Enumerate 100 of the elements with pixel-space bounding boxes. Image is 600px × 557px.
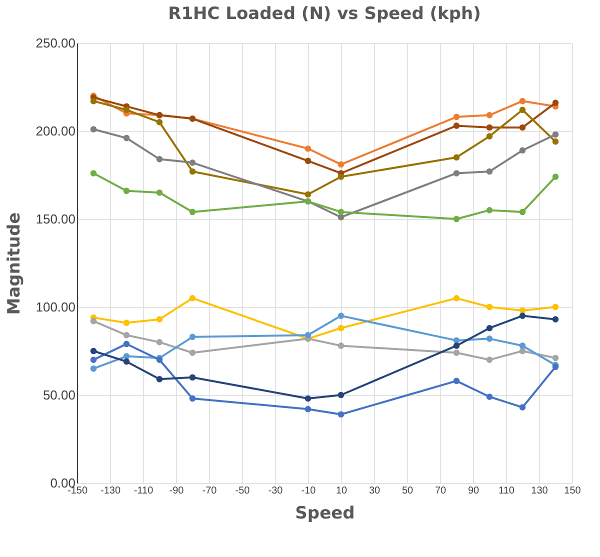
point (552, 131, 559, 138)
point (123, 320, 130, 326)
point (519, 342, 526, 349)
point (338, 174, 344, 180)
point (90, 98, 97, 104)
point (453, 170, 460, 176)
point (519, 312, 526, 319)
point (453, 216, 460, 222)
point (338, 161, 344, 168)
point (453, 154, 460, 161)
x-tick-label: -70 (202, 486, 218, 496)
point (189, 295, 196, 302)
point (552, 316, 559, 322)
point (338, 411, 344, 418)
point (189, 160, 196, 166)
point (304, 191, 312, 198)
point (189, 208, 196, 216)
point (552, 354, 559, 362)
point (90, 348, 97, 354)
x-tick-label: 70 (434, 486, 446, 496)
point (552, 138, 559, 145)
point (90, 356, 97, 363)
point (486, 394, 493, 400)
x-axis-title: Speed (295, 504, 355, 524)
point (156, 376, 163, 382)
point (156, 156, 163, 162)
y-axis-title: Magnitude (4, 212, 25, 315)
point (123, 134, 130, 142)
point (156, 119, 163, 126)
x-tick-label: 130 (531, 486, 548, 496)
point (552, 100, 559, 106)
point (453, 378, 460, 384)
x-tick-label: -50 (235, 486, 250, 496)
point (552, 304, 559, 310)
x-tick-label: -30 (268, 486, 284, 496)
point (338, 312, 344, 319)
point (453, 295, 460, 302)
x-tick-label: -150 (67, 486, 88, 496)
point (486, 336, 493, 342)
point (519, 404, 526, 410)
point (90, 365, 97, 372)
point (519, 147, 526, 154)
x-tick-label: 150 (564, 486, 582, 496)
point (123, 353, 130, 360)
point (338, 392, 344, 398)
point (338, 324, 344, 332)
point (338, 208, 344, 216)
point (519, 124, 526, 131)
y-tick-label: 100.00 (36, 300, 76, 314)
x-tick-label: -110 (134, 486, 154, 496)
point (453, 337, 460, 344)
point (304, 332, 312, 338)
y-tick-label: 150.00 (36, 212, 76, 226)
point (123, 358, 130, 365)
point (486, 112, 493, 118)
point (519, 98, 526, 104)
x-tick-label: -10 (301, 486, 316, 496)
point (519, 208, 526, 216)
point (486, 124, 493, 131)
point (486, 207, 493, 214)
x-tick-label: -130 (100, 486, 121, 496)
chart-title: R1HC Loaded (N) vs Speed (kph) (168, 4, 481, 24)
point (453, 114, 460, 120)
point (453, 122, 460, 129)
point (90, 170, 97, 176)
point (338, 342, 344, 349)
point (304, 145, 312, 152)
point (123, 340, 130, 348)
x-tick-label: 30 (368, 486, 380, 496)
point (304, 406, 312, 412)
y-tick-label: 250.00 (36, 36, 76, 50)
point (486, 324, 493, 332)
point (338, 214, 344, 220)
point (486, 356, 493, 363)
point (486, 133, 493, 140)
point (90, 318, 97, 324)
point (552, 174, 559, 180)
point (156, 189, 163, 196)
point (189, 395, 196, 402)
x-tick-label: -90 (169, 486, 184, 496)
point (189, 350, 196, 356)
point (156, 316, 163, 322)
x-tick-label: 90 (468, 486, 480, 496)
point (486, 304, 493, 310)
x-tick-label: 110 (498, 486, 515, 496)
point (123, 106, 130, 114)
point (519, 106, 526, 114)
point (453, 350, 460, 356)
point (123, 188, 130, 194)
point (519, 307, 526, 314)
point (453, 342, 460, 349)
point (189, 168, 196, 175)
point (486, 168, 493, 175)
point (519, 348, 526, 354)
point (189, 374, 196, 381)
point (304, 158, 312, 164)
y-tick-label: 50.00 (42, 388, 76, 402)
x-tick-label: 10 (336, 486, 348, 496)
point (156, 339, 163, 346)
point (304, 395, 312, 402)
